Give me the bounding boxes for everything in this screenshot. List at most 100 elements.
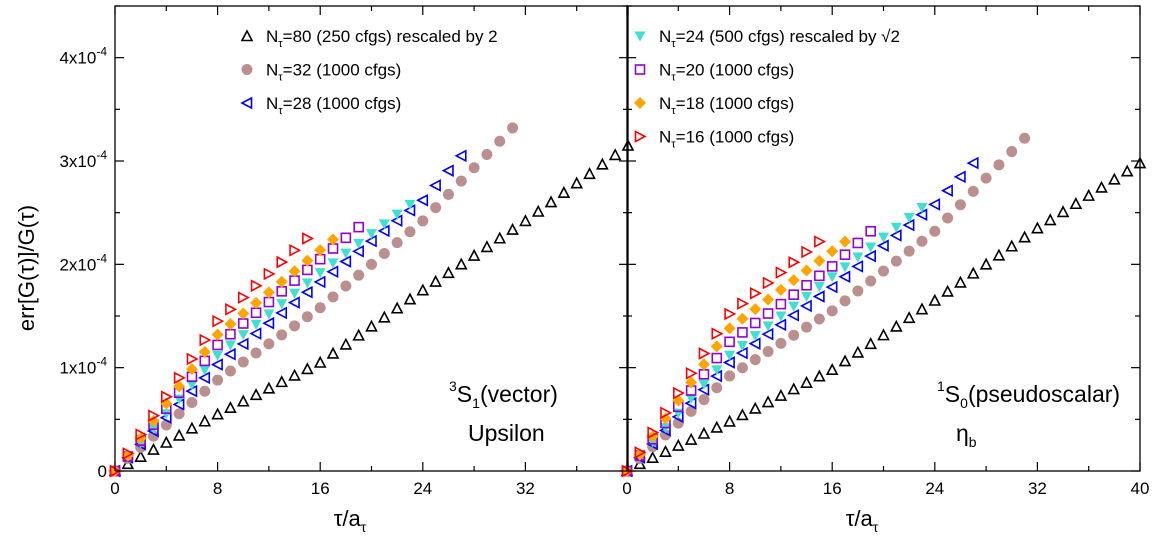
x-tick-label: 24 [413,479,432,498]
data-point [225,328,236,340]
data-point [647,426,660,439]
data-point [697,358,710,371]
data-point [481,149,493,161]
particle-label-right: ηb [956,420,977,450]
data-point [161,390,174,404]
data-point [749,317,761,329]
series-NT24-left [109,199,416,477]
data-point [198,414,212,427]
data-point [468,162,480,174]
data-point [236,394,250,407]
data-point [711,352,723,364]
data-point [852,252,864,263]
data-point [417,215,429,227]
data-point [736,340,748,351]
legend-entry: Nτ=18 (1000 cfgs) [634,94,794,117]
data-point [942,212,954,224]
data-point [672,386,686,400]
data-point [301,362,314,375]
data-point [313,275,326,289]
data-point [812,290,825,303]
data-point [878,232,889,243]
data-point [237,291,250,304]
data-point [134,449,147,462]
x-tick-label: 40 [1131,479,1150,498]
data-point [890,222,902,233]
data-point [865,275,877,287]
data-point [826,272,838,283]
data-point [787,274,800,287]
data-point [839,295,851,307]
data-point [300,285,313,299]
series-NT18-right [621,235,852,477]
data-point [902,218,915,232]
data-point [685,394,697,405]
data-point [801,291,813,302]
data-point [147,430,159,442]
series-NT20-right [621,225,876,477]
data-point [863,249,876,263]
data-point [339,337,353,350]
data-point [404,226,416,238]
data-point [250,307,262,319]
data-point [173,371,186,385]
data-point [659,444,672,457]
data-point [224,400,237,414]
data-point [557,185,571,198]
data-point [391,237,403,249]
data-point [953,170,966,184]
data-point [621,138,635,151]
y-tick-label: 0 [98,462,107,481]
data-point [1005,239,1019,252]
data-point [814,235,827,248]
state-label-left: 3S1(vector) [449,378,558,411]
data-point [865,225,876,237]
data-point [724,307,737,321]
data-point [851,345,865,358]
data-point [761,327,774,341]
data-point [366,258,377,270]
data-point [1120,164,1134,177]
legend-label: Nτ=80 (250 cfgs) rescaled by 2 [266,27,498,50]
data-point [928,198,941,211]
data-point [966,266,980,279]
y-axis-label: err[G(τ)]/G(τ) [14,205,39,331]
legend-entry: Nτ=28 (1000 cfgs) [240,94,401,117]
x-tick-label: 24 [925,479,944,498]
data-point [992,248,1006,261]
data-point [250,279,263,293]
x-axis-label-left: τ/aτ [334,506,367,535]
data-point [275,275,288,288]
data-point [801,279,812,291]
data-point [199,365,211,376]
data-point [135,428,148,441]
legend-label: Nτ=18 (1000 cfgs) [659,94,794,117]
data-point [813,282,825,293]
state-label-right: 1S0(pseudoscalar) [937,378,1120,411]
data-point [212,374,224,386]
data-point [199,385,211,397]
data-point [147,414,160,427]
legend-marker [634,31,646,42]
data-point [928,293,942,306]
data-point [353,269,365,281]
data-point [724,370,736,382]
legend-marker [241,64,253,75]
data-point [224,318,237,331]
legend-entry: Nτ=16 (1000 cfgs) [634,128,794,151]
data-point [366,229,377,240]
data-point [916,203,928,213]
legend-marker [240,29,254,42]
data-point [737,297,750,310]
y-tick-label: 3x10-4 [59,148,107,171]
data-point [774,388,788,401]
legend-marker [634,97,646,109]
data-point [749,354,761,366]
data-point [852,285,864,297]
data-point [735,346,748,360]
data-point [159,435,173,448]
data-point [467,248,481,261]
y-tick-label: 4x10-4 [59,45,107,68]
data-point [788,289,800,300]
data-point [685,366,698,380]
